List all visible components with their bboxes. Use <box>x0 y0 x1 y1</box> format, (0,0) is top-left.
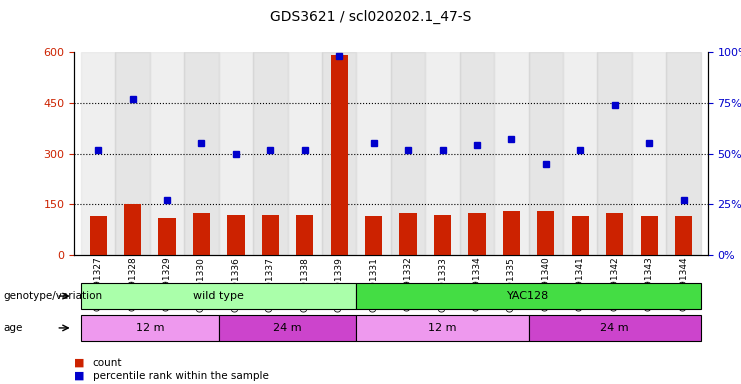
Bar <box>219 52 253 255</box>
Bar <box>606 213 623 255</box>
Bar <box>81 52 116 255</box>
Bar <box>193 213 210 255</box>
Bar <box>425 52 459 255</box>
Bar <box>322 52 356 255</box>
Bar <box>90 216 107 255</box>
Bar <box>494 52 528 255</box>
Bar <box>288 52 322 255</box>
Bar <box>468 213 485 255</box>
Text: genotype/variation: genotype/variation <box>4 291 103 301</box>
Bar <box>399 213 416 255</box>
Bar <box>597 52 632 255</box>
Text: 12 m: 12 m <box>136 323 164 333</box>
Bar <box>185 52 219 255</box>
Text: 24 m: 24 m <box>600 323 629 333</box>
Bar <box>640 216 658 255</box>
Bar <box>262 215 279 255</box>
Bar <box>150 52 185 255</box>
Bar <box>253 52 288 255</box>
Bar <box>503 211 520 255</box>
Bar <box>124 205 142 255</box>
Text: ■: ■ <box>74 371 84 381</box>
Bar <box>159 218 176 255</box>
Text: percentile rank within the sample: percentile rank within the sample <box>93 371 268 381</box>
Text: 12 m: 12 m <box>428 323 456 333</box>
Bar <box>528 52 563 255</box>
Text: count: count <box>93 358 122 368</box>
Bar <box>227 215 245 255</box>
Bar <box>571 216 589 255</box>
Text: GDS3621 / scl020202.1_47-S: GDS3621 / scl020202.1_47-S <box>270 10 471 24</box>
Bar <box>365 216 382 255</box>
Text: YAC128: YAC128 <box>508 291 550 301</box>
Bar <box>537 211 554 255</box>
Bar <box>330 55 348 255</box>
Bar <box>296 215 313 255</box>
Bar <box>675 216 692 255</box>
Text: age: age <box>4 323 23 333</box>
Bar <box>459 52 494 255</box>
Text: ■: ■ <box>74 358 84 368</box>
Bar <box>632 52 666 255</box>
Text: wild type: wild type <box>193 291 244 301</box>
Text: 24 m: 24 m <box>273 323 302 333</box>
Bar <box>391 52 425 255</box>
Bar <box>116 52 150 255</box>
Bar <box>434 215 451 255</box>
Bar <box>666 52 701 255</box>
Bar <box>356 52 391 255</box>
Bar <box>563 52 597 255</box>
